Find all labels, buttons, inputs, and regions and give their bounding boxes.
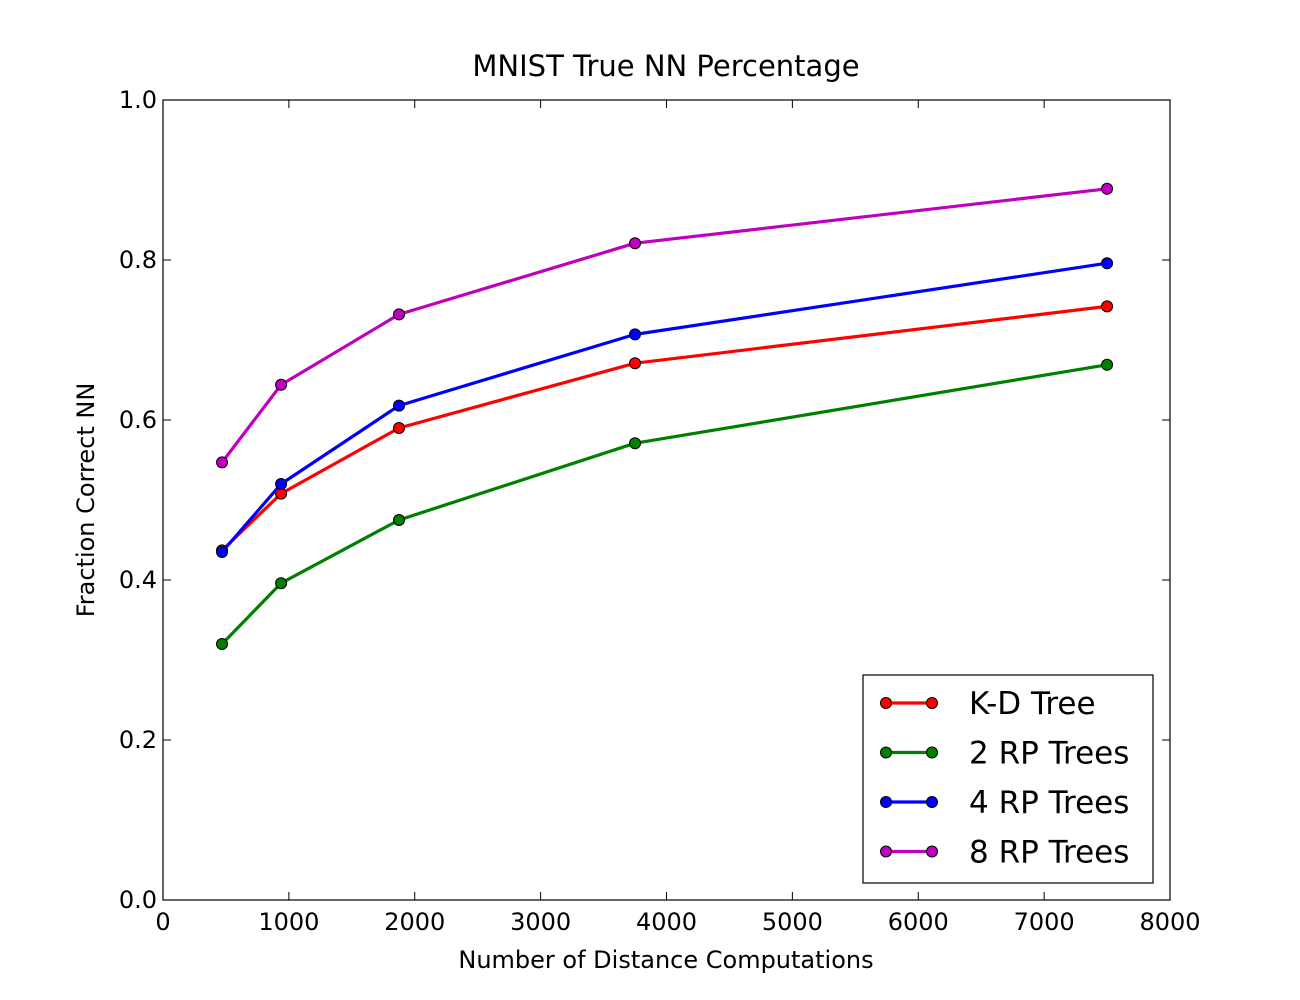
data-point-k-d-tree: [393, 422, 406, 434]
y-axis-label: Fraction Correct NN: [72, 383, 100, 618]
legend: K-D Tree 2 RP Trees 4 RP Trees 8 RP Trees: [862, 674, 1154, 884]
data-point-8-rp-trees: [393, 308, 406, 321]
data-point-4-rp-trees: [216, 546, 229, 558]
y-tick-label: 0.4: [119, 566, 157, 594]
y-tick-label: 0.0: [119, 886, 157, 914]
legend-marker-k-d-tree: [926, 697, 938, 709]
data-point-4-rp-trees: [629, 328, 642, 341]
legend-box: [862, 674, 1154, 884]
legend-marker-4-rp-trees: [880, 796, 892, 808]
legend-label-4-rp-trees: 4 RP Trees: [969, 785, 1129, 821]
y-tick-label: 0.6: [119, 406, 157, 434]
data-point-2-rp-trees: [629, 437, 642, 450]
legend-marker-8-rp-trees: [880, 845, 892, 858]
x-axis-label: Number of Distance Computations: [458, 946, 873, 974]
data-point-k-d-tree: [629, 357, 642, 370]
data-point-8-rp-trees: [275, 378, 288, 391]
x-tick-label: 1000: [258, 908, 319, 936]
x-tick-label: 5000: [762, 908, 823, 936]
y-tick-label: 1.0: [119, 86, 157, 114]
data-point-4-rp-trees: [1101, 257, 1114, 270]
legend-marker-4-rp-trees: [926, 796, 938, 808]
data-point-k-d-tree: [1101, 300, 1114, 313]
legend-marker-8-rp-trees: [926, 845, 938, 858]
data-point-2-rp-trees: [216, 638, 229, 650]
data-point-2-rp-trees: [275, 577, 288, 590]
legend-label-2-rp-trees: 2 RP Trees: [969, 736, 1129, 772]
data-point-4-rp-trees: [275, 478, 288, 490]
x-tick-label: 6000: [888, 908, 949, 936]
x-tick-label: 3000: [510, 908, 571, 936]
y-tick-label: 0.2: [119, 726, 157, 754]
data-point-2-rp-trees: [393, 514, 406, 526]
x-tick-label: 0: [155, 908, 170, 936]
legend-label-k-d-tree: K-D Tree: [969, 686, 1096, 722]
plot-area: 0 1000 2000 3000 4000 5000 6000 7000 8000 0.0 0.2 0…: [119, 86, 1201, 936]
legend-marker-k-d-tree: [880, 697, 892, 709]
legend-marker-2-rp-trees: [926, 746, 938, 759]
data-point-8-rp-trees: [216, 456, 229, 469]
data-point-8-rp-trees: [1101, 182, 1114, 195]
legend-label-8-rp-trees: 8 RP Trees: [969, 835, 1129, 871]
y-tick-label: 0.8: [119, 246, 157, 274]
x-tick-label: 7000: [1014, 908, 1075, 936]
data-point-4-rp-trees: [393, 399, 406, 412]
x-tick-label: 2000: [384, 908, 445, 936]
legend-marker-2-rp-trees: [880, 746, 892, 759]
x-tick-label: 4000: [636, 908, 697, 936]
x-tick-label: 8000: [1139, 908, 1200, 936]
data-point-2-rp-trees: [1101, 358, 1114, 371]
chart-title: MNIST True NN Percentage: [472, 49, 859, 83]
data-point-8-rp-trees: [629, 237, 642, 250]
